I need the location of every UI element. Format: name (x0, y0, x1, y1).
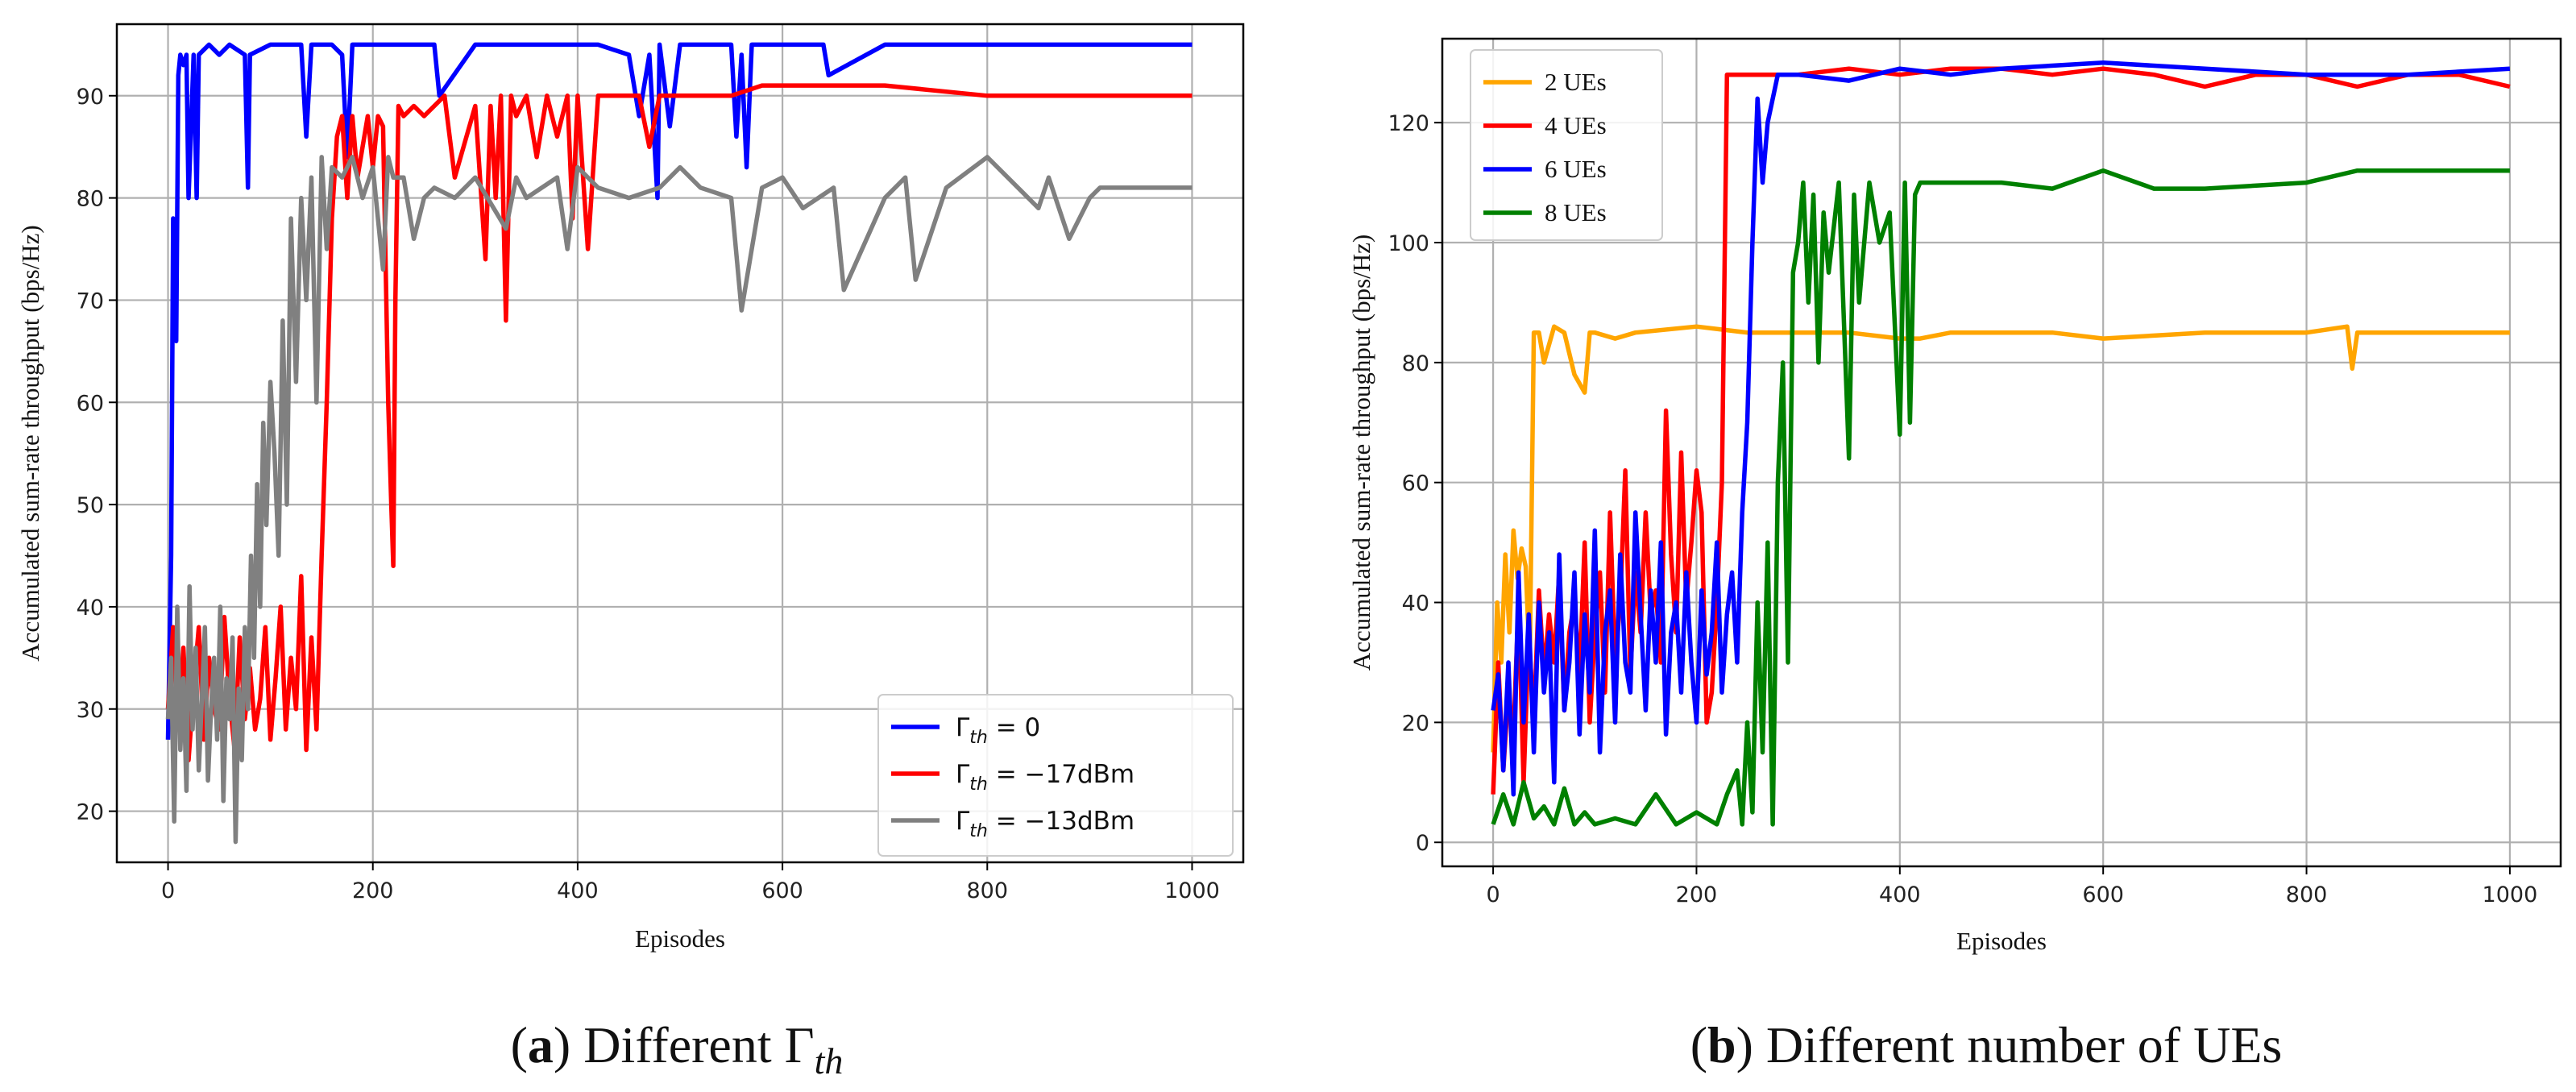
series-line-3 (1491, 60, 2511, 797)
legend-label: 4 UEs (1545, 111, 1607, 139)
x-tick-label: 1000 (2483, 882, 2538, 907)
y-tick-label: 0 (1416, 831, 1429, 856)
x-tick-label: 600 (761, 878, 803, 903)
panel-a-x-ticks: 0 200 400 600 800 1000 (161, 862, 1220, 903)
series-line-3 (165, 155, 1193, 845)
x-tick-label: 0 (161, 878, 175, 903)
x-tick-label: 800 (2286, 882, 2328, 907)
panel-b-x-axis-label: Episodes (1956, 927, 2047, 955)
y-tick-label: 30 (77, 698, 104, 723)
y-tick-label: 80 (1402, 351, 1429, 376)
panel-b-axes-frame (1441, 37, 2562, 868)
series-line-2 (165, 83, 1193, 762)
panel-b-x-ticks: 0 200 400 600 800 1000 (1486, 866, 2537, 907)
x-tick-label: 800 (966, 878, 1008, 903)
y-tick-label: 40 (77, 596, 104, 621)
x-tick-label: 400 (557, 878, 599, 903)
x-tick-label: 1000 (1164, 878, 1220, 903)
panel-a-series (165, 42, 1193, 845)
panel-b-legend: 2 UEs 4 UEs 6 UEs 8 UEs (1470, 49, 1663, 241)
y-tick-label: 70 (77, 289, 104, 313)
legend-label: 6 UEs (1545, 155, 1607, 183)
panel-a-throughput-vs-gamma-threshold: 0 200 400 600 800 1000 20 30 40 50 60 70 80 90 Episo… (16, 23, 1245, 1082)
panel-b-y-axis-label: Accumulated sum-rate throughput (bps/Hz) (1347, 235, 1375, 671)
y-tick-label: 20 (1402, 711, 1429, 736)
legend-box (877, 694, 1234, 857)
legend-box (1470, 49, 1663, 241)
y-tick-label: 90 (77, 85, 104, 110)
y-tick-label: 100 (1388, 231, 1429, 256)
y-tick-label: 120 (1388, 111, 1429, 136)
panel-a-caption: (a) Different Γth (511, 1016, 844, 1082)
legend-label: Γth = 0 (956, 713, 1040, 748)
legend-label: 2 UEs (1545, 68, 1607, 96)
y-tick-label: 80 (77, 187, 104, 212)
y-tick-label: 20 (77, 800, 104, 825)
x-tick-label: 200 (352, 878, 394, 903)
panel-b-caption: (b) Different number of UEs (1690, 1016, 2283, 1073)
panel-b-series (1491, 60, 2511, 827)
x-tick-label: 0 (1486, 882, 1500, 907)
y-tick-label: 60 (1402, 471, 1429, 496)
x-tick-label: 200 (1676, 882, 1718, 907)
legend-label: Γth = −17dBm (956, 760, 1135, 795)
series-line-1 (1491, 324, 2510, 753)
panel-b-grid (1442, 39, 2561, 866)
panel-a-y-ticks: 20 30 40 50 60 70 80 90 (77, 85, 117, 825)
legend-label: Γth = −13dBm (956, 807, 1135, 841)
y-tick-label: 60 (77, 391, 104, 416)
x-tick-label: 600 (2082, 882, 2124, 907)
y-tick-label: 40 (1402, 592, 1429, 617)
series-line-1 (165, 42, 1193, 740)
panel-a-legend: Γth = 0 Γth = −17dBm Γth = −13dBm (877, 694, 1234, 857)
panel-a-x-axis-label: Episodes (635, 924, 725, 953)
x-tick-label: 400 (1879, 882, 1921, 907)
legend-label: 8 UEs (1545, 198, 1607, 226)
panel-a-y-axis-label: Accumulated sum-rate throughput (bps/Hz) (16, 225, 44, 662)
panel-b-throughput-vs-number-of-ues: 0 200 400 600 800 1000 0 20 40 60 80 100 120 Episod… (1347, 37, 2562, 1073)
panel-a-axes-frame (115, 23, 1245, 864)
y-tick-label: 50 (77, 493, 104, 518)
series-line-4 (1491, 168, 2510, 827)
panel-b-y-ticks: 0 20 40 60 80 100 120 (1388, 111, 1442, 856)
